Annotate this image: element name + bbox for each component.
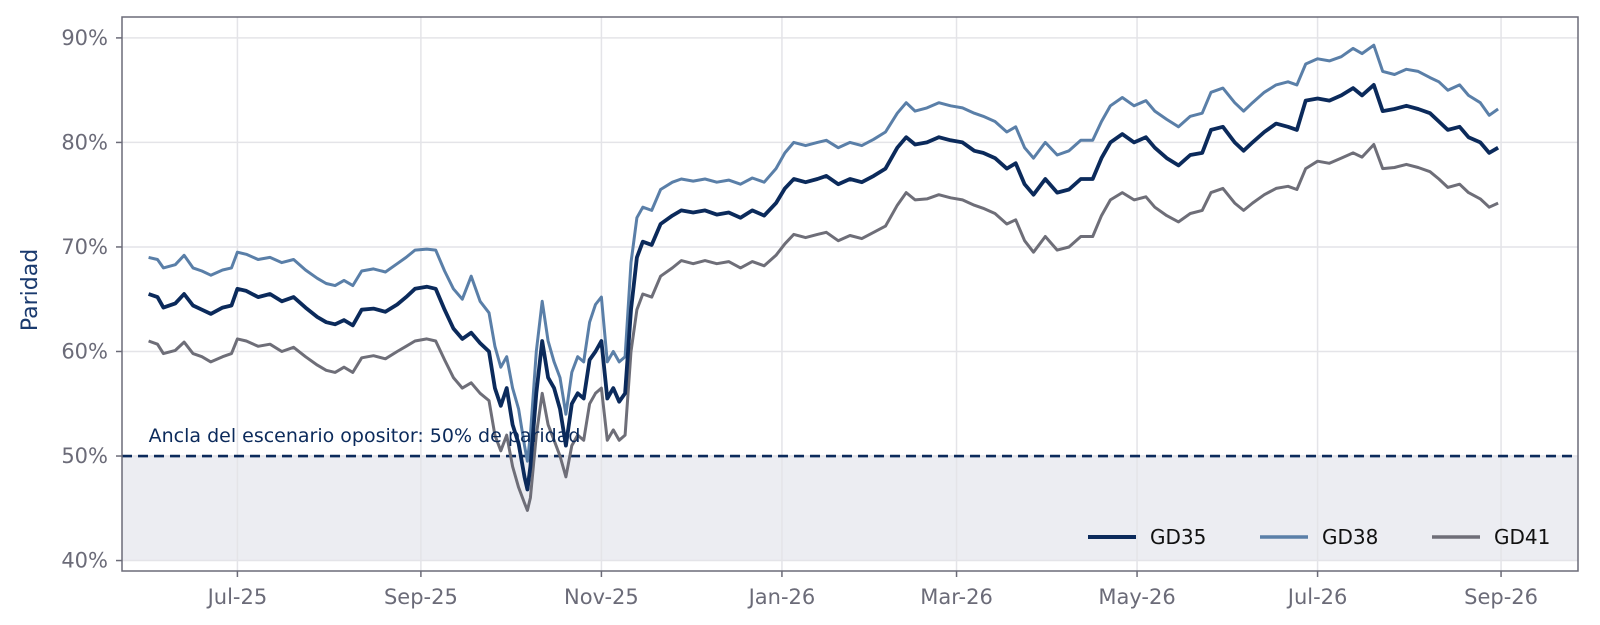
legend-label-gd38: GD38 (1322, 525, 1378, 549)
y-tick-label: 60% (61, 339, 108, 363)
x-tick-label: Mar-26 (920, 585, 993, 609)
x-tick-label: Jul-25 (206, 585, 268, 609)
x-tick-label: Jan-26 (747, 585, 816, 609)
y-axis-title: Paridad (18, 249, 43, 331)
y-tick-label: 50% (61, 444, 108, 468)
x-tick-label: Jul-26 (1286, 585, 1348, 609)
plot-frame (121, 16, 1579, 572)
x-tick-label: Sep-26 (1464, 585, 1538, 609)
shaded-region (122, 456, 1578, 561)
y-tick-label: 40% (61, 549, 108, 573)
legend-label-gd35: GD35 (1150, 525, 1206, 549)
annotation-text: Ancla del escenario opositor: 50% de par… (149, 425, 581, 447)
series-line-gd35 (147, 83, 1500, 492)
x-tick-label: Sep-25 (384, 585, 458, 609)
x-tick-label: May-26 (1098, 585, 1175, 609)
legend-label-gd41: GD41 (1494, 525, 1550, 549)
y-tick-label: 80% (61, 130, 108, 154)
x-tick-label: Nov-25 (564, 585, 639, 609)
y-tick-label: 90% (61, 26, 108, 50)
y-tick-label: 70% (61, 235, 108, 259)
series-line-gd41 (148, 143, 1499, 512)
series-line-gd38 (148, 43, 1499, 463)
